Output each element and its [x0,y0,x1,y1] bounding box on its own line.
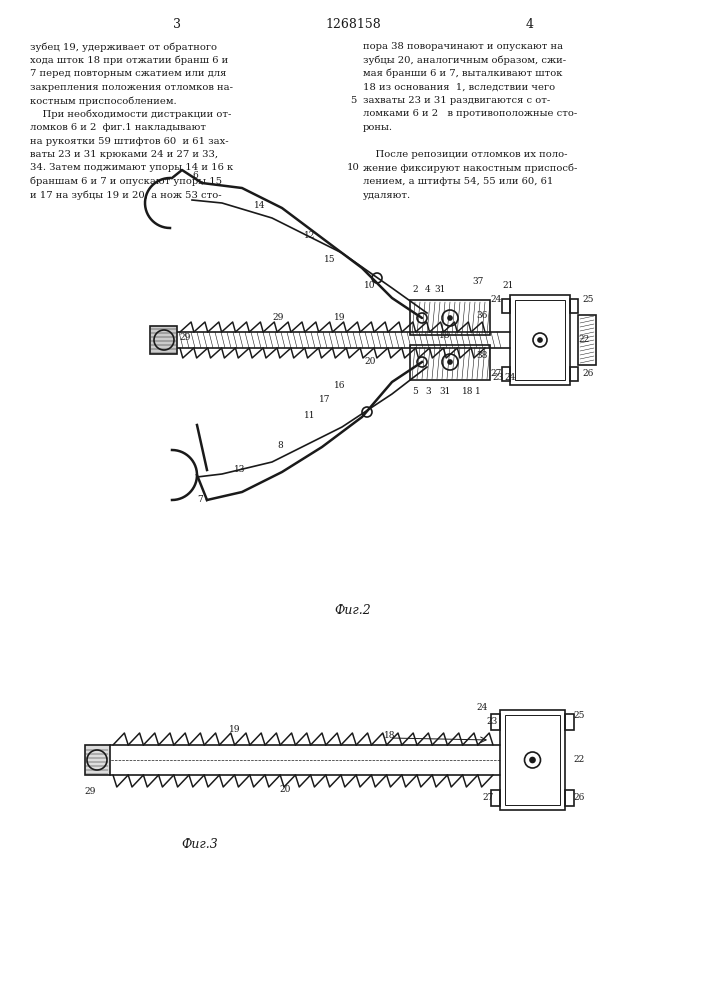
Bar [565,790,574,806]
Text: 27: 27 [482,794,493,802]
Text: 20: 20 [364,358,375,366]
Bar [410,345,490,380]
Text: на рукоятки 59 штифтов 60  и 61 зах-: на рукоятки 59 штифтов 60 и 61 зах- [30,136,228,145]
Text: 23: 23 [486,716,498,726]
Text: 5: 5 [412,387,418,396]
Bar [515,300,565,380]
Text: 19: 19 [334,314,346,322]
Text: 25: 25 [583,296,594,304]
Text: зубцы 20, аналогичным образом, сжи-: зубцы 20, аналогичным образом, сжи- [363,55,566,65]
Text: роны.: роны. [363,123,393,132]
Text: 7: 7 [197,495,203,504]
Text: хода шток 18 при отжатии бранш 6 и: хода шток 18 при отжатии бранш 6 и [30,55,228,65]
Bar [85,745,110,775]
Bar [570,299,578,313]
Text: ваты 23 и 31 крюками 24 и 27 и 33,: ваты 23 и 31 крюками 24 и 27 и 33, [30,150,218,159]
Text: 1268158: 1268158 [325,18,381,31]
Text: 4: 4 [425,286,431,294]
Circle shape [448,360,452,364]
Text: 18: 18 [439,330,451,340]
Text: 26: 26 [573,794,585,802]
Text: 38: 38 [477,351,488,360]
Text: 26: 26 [583,369,594,378]
Text: 25: 25 [573,710,585,720]
Bar [491,714,500,730]
Text: костным приспособлением.: костным приспособлением. [30,96,177,105]
Text: 37: 37 [472,277,484,286]
Text: 10: 10 [346,163,359,172]
Text: 11: 11 [304,410,316,420]
Bar [578,315,596,365]
Text: ломков 6 и 2  фиг.1 накладывают: ломков 6 и 2 фиг.1 накладывают [30,123,206,132]
Text: 29: 29 [272,314,284,322]
Text: 18: 18 [384,730,396,740]
Text: 7 перед повторным сжатием или для: 7 перед повторным сжатием или для [30,69,226,78]
Bar [570,367,578,381]
Text: 22: 22 [578,336,590,344]
Text: удаляют.: удаляют. [363,190,411,200]
Bar [410,300,490,335]
Text: 2: 2 [412,286,418,294]
Text: 20: 20 [279,786,291,794]
Text: 31: 31 [439,387,450,396]
Bar [491,790,500,806]
Circle shape [538,338,542,342]
Bar [502,299,510,313]
Bar [150,326,177,354]
Circle shape [530,758,535,762]
Text: 27: 27 [491,369,502,378]
Text: 29: 29 [84,788,95,796]
Text: 14: 14 [255,200,266,210]
Text: 24: 24 [491,296,502,304]
Text: 5: 5 [350,96,356,105]
Text: ломками 6 и 2   в противоположные сто-: ломками 6 и 2 в противоположные сто- [363,109,577,118]
Text: 36: 36 [477,310,488,320]
Text: 18 из основания  1, вследствии чего: 18 из основания 1, вследствии чего [363,83,555,92]
Text: 21: 21 [502,280,514,290]
Text: 4: 4 [526,18,534,31]
Text: 18: 18 [462,387,474,396]
Text: 34. Затем поджимают упоры 14 и 16 к: 34. Затем поджимают упоры 14 и 16 к [30,163,233,172]
Text: 8: 8 [277,440,283,450]
Text: 24: 24 [504,373,515,382]
Text: 29: 29 [180,334,191,342]
Text: 16: 16 [334,380,346,389]
Text: 17: 17 [320,395,331,404]
Bar [500,710,565,810]
Text: захваты 23 и 31 раздвигаются с от-: захваты 23 и 31 раздвигаются с от- [363,96,550,105]
Text: жение фиксируют накостным приспосб-: жение фиксируют накостным приспосб- [363,163,578,173]
Text: 1: 1 [475,387,481,396]
Text: Фиг.3: Фиг.3 [182,838,218,852]
Text: 15: 15 [325,255,336,264]
Text: 31: 31 [434,286,445,294]
Text: закрепления положения отломков на-: закрепления положения отломков на- [30,83,233,92]
Text: зубец 19, удерживает от обратного: зубец 19, удерживает от обратного [30,42,217,51]
Text: 3: 3 [173,18,181,31]
Bar [565,714,574,730]
Text: мая бранши 6 и 7, выталкивают шток: мая бранши 6 и 7, выталкивают шток [363,69,563,79]
Bar [502,367,510,381]
Text: После репозиции отломков их поло-: После репозиции отломков их поло- [363,150,568,159]
Text: 19: 19 [229,726,241,734]
Text: 10: 10 [364,280,375,290]
Text: пора 38 поворачинают и опускают на: пора 38 поворачинают и опускают на [363,42,563,51]
Text: 22: 22 [573,756,585,764]
Text: 6: 6 [192,170,198,180]
Text: лением, а штифты 54, 55 или 60, 61: лением, а штифты 54, 55 или 60, 61 [363,177,554,186]
Circle shape [448,316,452,320]
Bar [510,295,570,385]
Text: браншам 6 и 7 и опускают упоры 15: браншам 6 и 7 и опускают упоры 15 [30,177,222,186]
Text: 13: 13 [234,466,246,475]
Text: 3: 3 [425,387,431,396]
Text: 12: 12 [304,231,316,239]
Text: Фиг.2: Фиг.2 [334,603,371,616]
Bar [505,715,560,805]
Text: При необходимости дистракции от-: При необходимости дистракции от- [30,109,231,119]
Text: 23: 23 [492,373,503,382]
Text: 24: 24 [477,702,488,712]
Text: и 17 на зубцы 19 и 20, а нож 53 сто-: и 17 на зубцы 19 и 20, а нож 53 сто- [30,190,221,200]
